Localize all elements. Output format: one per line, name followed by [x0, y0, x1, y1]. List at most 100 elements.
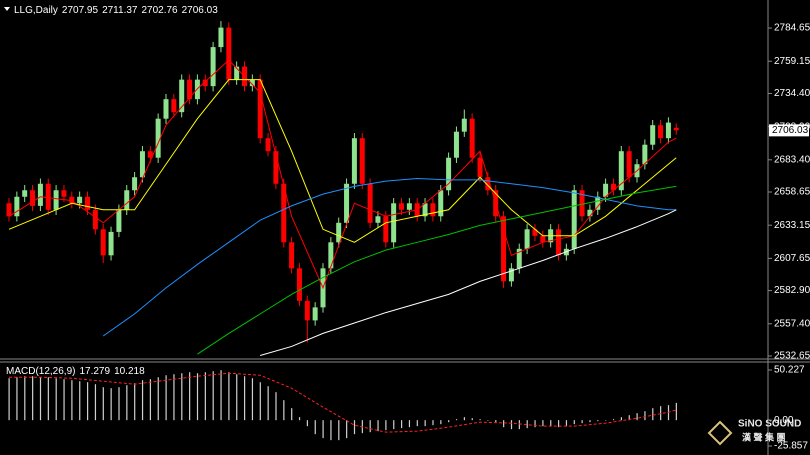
watermark-brand: SiNO SOUND — [738, 419, 801, 430]
bar — [526, 420, 528, 429]
line — [8, 59, 677, 290]
bar — [424, 420, 426, 427]
candle-body — [438, 190, 444, 217]
bar — [495, 420, 497, 423]
ohlc-close: 2706.03 — [182, 5, 219, 16]
candle-body — [37, 183, 43, 206]
bar — [534, 420, 536, 428]
price-box — [769, 124, 809, 137]
bar — [573, 420, 575, 425]
candle-body — [673, 127, 679, 131]
bar — [189, 372, 191, 421]
y-tick-label: -25.857 — [774, 441, 808, 452]
candle-body — [540, 235, 546, 243]
candle-body — [155, 118, 161, 158]
candle-body — [532, 229, 538, 236]
candle-body — [210, 47, 216, 87]
bar — [589, 420, 591, 423]
bar — [157, 377, 159, 421]
menu-arrow — [4, 7, 10, 11]
bar — [338, 420, 340, 441]
bar — [463, 417, 465, 421]
logo — [707, 420, 733, 446]
candle-body — [6, 203, 12, 217]
candle-body — [430, 203, 436, 217]
bar — [479, 419, 481, 421]
bar — [353, 420, 356, 435]
bar — [667, 405, 670, 421]
bar — [377, 420, 379, 432]
candle-body — [265, 138, 271, 152]
candle-body — [610, 183, 616, 191]
bar — [196, 373, 199, 421]
candle-body — [571, 190, 577, 249]
candle-body — [650, 125, 656, 145]
bar — [432, 420, 434, 426]
bar — [612, 419, 615, 421]
candle-body — [22, 190, 28, 197]
candle-body — [595, 196, 601, 210]
bar — [346, 420, 348, 439]
y-tick-label: 2557.40 — [774, 318, 810, 329]
candle-body — [579, 190, 585, 217]
candle-body — [367, 183, 373, 223]
candle-body — [359, 138, 365, 184]
y-tick-label: 2784.65 — [774, 23, 810, 34]
candle-body — [461, 118, 467, 132]
candle-body — [603, 183, 609, 197]
bar — [220, 370, 222, 421]
bar — [236, 374, 238, 421]
candle-body — [92, 209, 98, 230]
bar — [118, 387, 120, 421]
candle-body — [501, 216, 507, 282]
ohlc-open: 2707.95 — [62, 5, 99, 16]
bar — [149, 379, 151, 421]
candle-body — [618, 151, 624, 191]
bar — [440, 420, 442, 425]
y-tick-label: 0.00 — [774, 415, 794, 426]
bar — [510, 420, 513, 430]
bar — [448, 420, 450, 423]
candle-body — [422, 203, 428, 217]
bar — [652, 408, 654, 421]
bar — [314, 420, 316, 435]
bar — [141, 380, 144, 421]
line — [8, 79, 677, 243]
bar — [503, 420, 505, 428]
bar — [393, 420, 395, 430]
bar — [369, 420, 371, 433]
bar — [581, 420, 583, 424]
candle-body — [139, 151, 145, 178]
candle-body — [116, 209, 122, 232]
line — [197, 185, 677, 355]
candle-body — [508, 268, 514, 282]
candle-body — [665, 122, 671, 139]
bar — [259, 382, 261, 421]
candle-body — [556, 229, 561, 256]
candle-body — [249, 79, 255, 87]
candle-body — [226, 27, 232, 80]
bar — [165, 375, 167, 421]
y-tick-label: 2683.40 — [774, 154, 810, 165]
candle-body — [147, 151, 153, 158]
bar — [283, 400, 285, 421]
bar — [110, 388, 112, 421]
bar — [267, 386, 269, 421]
y-tick-label: 2633.15 — [774, 220, 810, 231]
line — [9, 372, 677, 433]
bar — [408, 420, 411, 428]
bar — [32, 376, 34, 421]
candle-body — [391, 203, 397, 243]
bar — [275, 392, 277, 421]
bar — [126, 385, 128, 421]
y-tick-label: 2658.65 — [774, 187, 810, 198]
candle-body — [516, 248, 522, 269]
candle-body — [658, 125, 664, 139]
candle-body — [108, 231, 114, 256]
candle-body — [179, 79, 185, 113]
y-tick-label: 2532.65 — [774, 351, 810, 362]
bar — [518, 420, 520, 430]
bar — [212, 371, 214, 421]
bar — [71, 380, 73, 421]
